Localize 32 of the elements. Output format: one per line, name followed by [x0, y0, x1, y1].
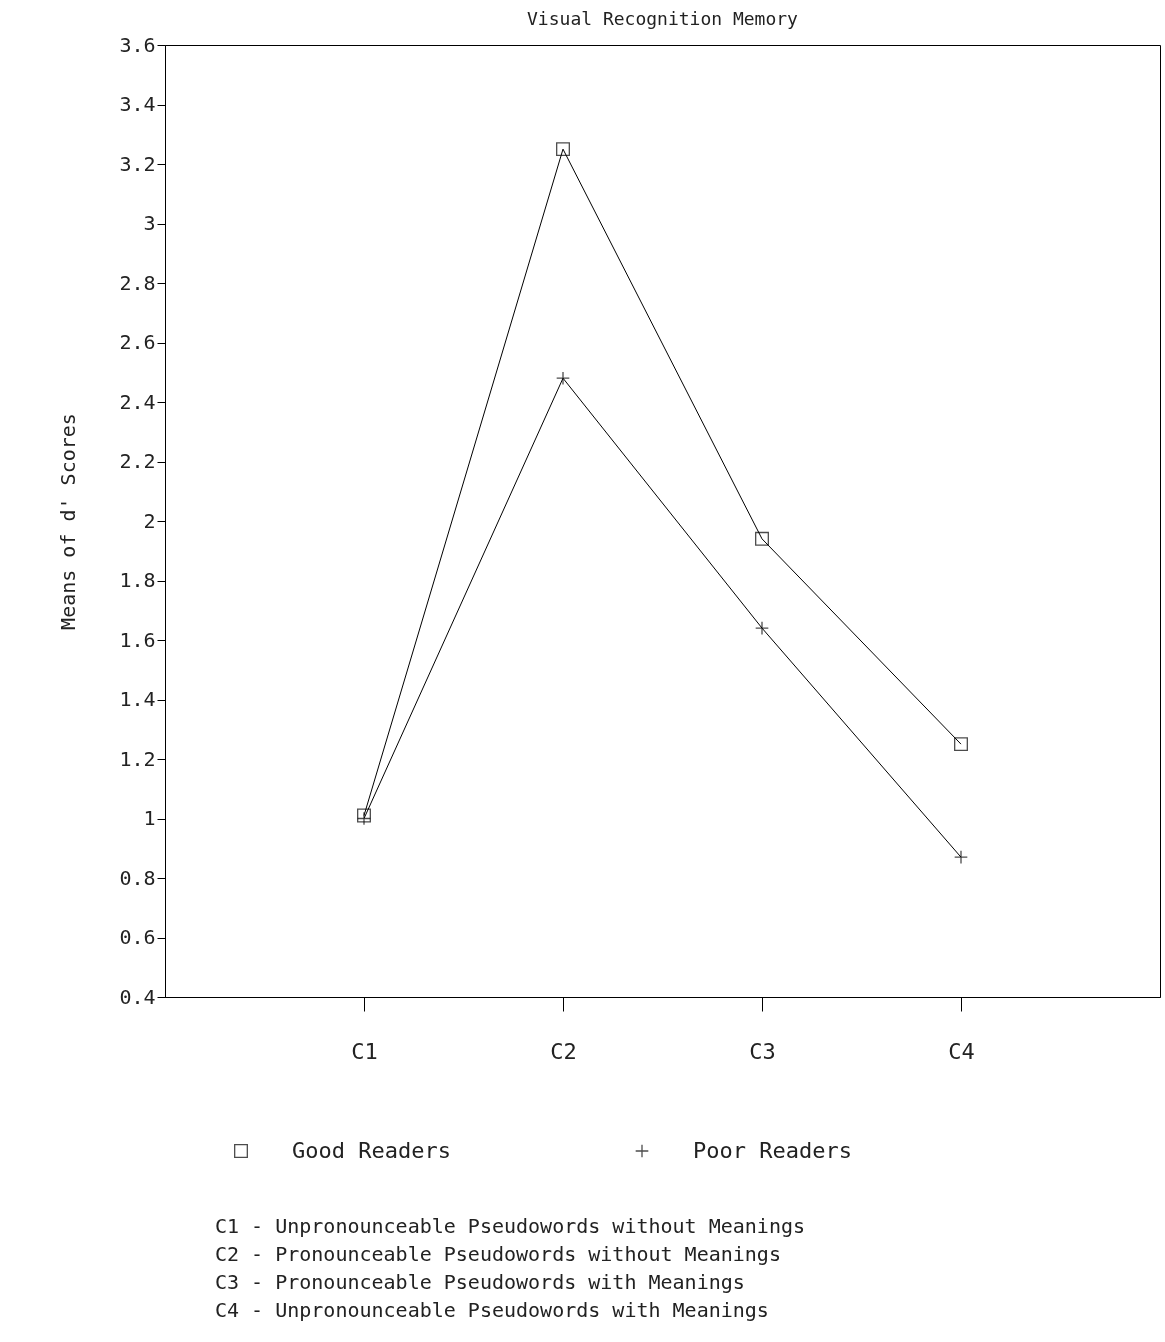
x-tick-label: C2 — [550, 1038, 577, 1064]
text: C1 - Unpronounceable Pseudowords without Meanings — [215, 1213, 806, 1240]
y-tick-label: 2.6 — [119, 330, 156, 354]
y-axis-title: Means of d' Scores — [56, 413, 81, 630]
y-tick-label: 1.8 — [119, 568, 156, 592]
y-tick-label: 2.2 — [119, 449, 156, 473]
legend-label: Poor Readers — [693, 1138, 852, 1163]
text: C4 - Unpronounceable Pseudowords with Meanings — [215, 1297, 770, 1324]
y-tick-label: 1.4 — [119, 687, 156, 711]
y-tick-label: 0.6 — [119, 925, 156, 949]
y-tick-label: 3.6 — [119, 32, 156, 57]
x-tick-label: C4 — [948, 1038, 975, 1064]
y-tick-label: 0.4 — [119, 984, 156, 1009]
chart-title: Visual Recognition Memory — [527, 8, 799, 29]
y-tick-label: 3 — [143, 211, 156, 235]
point — [556, 142, 570, 157]
point — [954, 737, 968, 752]
y-tick-label: 1 — [143, 806, 156, 830]
x-tick-label: C3 — [749, 1038, 776, 1064]
y-tick-label: 1.6 — [119, 627, 156, 652]
x-tick-label: C1 — [351, 1038, 378, 1064]
y-tick-label: 0.8 — [119, 865, 156, 890]
y-tick-label: 2 — [143, 508, 156, 533]
text: C2 - Pronounceable Pseudowords without Meanings — [215, 1241, 782, 1268]
text: C3 - Pronounceable Pseudowords with Meanings — [215, 1269, 746, 1296]
y-tick-label: 1.2 — [119, 746, 156, 771]
legend-label: Good Readers — [292, 1138, 451, 1163]
y-tick-label: 2.8 — [119, 270, 156, 295]
y-tick-label: 3.2 — [119, 151, 156, 176]
y-tick-label: 2.4 — [119, 389, 156, 414]
point — [755, 531, 769, 546]
y-tick-label: 3.4 — [119, 92, 156, 116]
